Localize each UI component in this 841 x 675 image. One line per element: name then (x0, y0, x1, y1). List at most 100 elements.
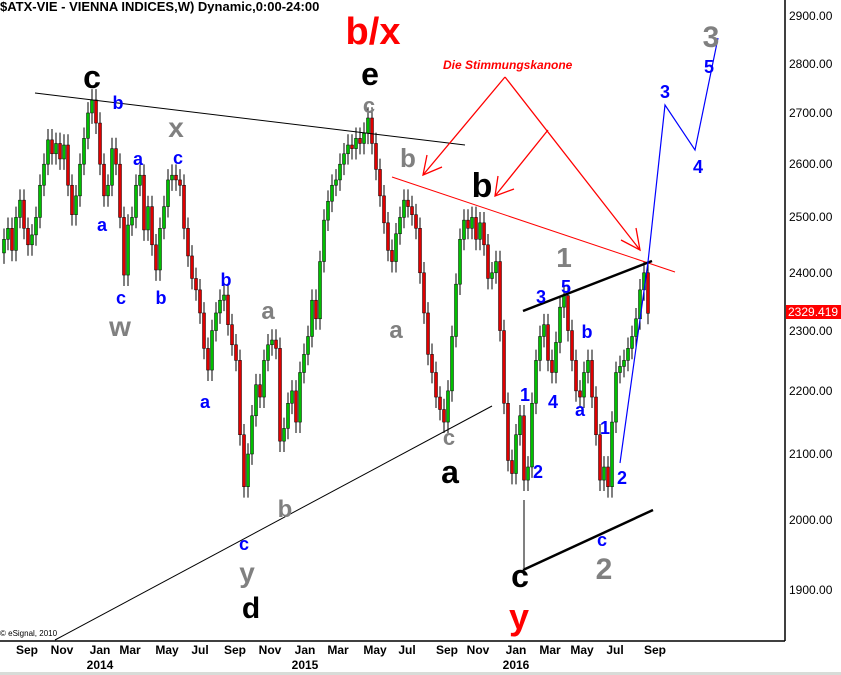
arrow-line (422, 76, 506, 176)
lower-trendline (54, 405, 493, 641)
red-arrows (422, 76, 641, 252)
y-tick-label: 2800.00 (789, 56, 833, 71)
candle (38, 184, 42, 218)
candle (22, 199, 26, 229)
candle (434, 372, 438, 398)
wave-label: a (96, 215, 108, 235)
candle (242, 434, 246, 487)
x-tick-label: Jul (398, 643, 416, 657)
candle (466, 219, 470, 229)
wave-label: 2 (532, 462, 544, 482)
candle (582, 372, 586, 398)
candle (626, 348, 630, 361)
candle (282, 428, 286, 442)
candle (490, 272, 494, 279)
wave-label: c (511, 558, 529, 594)
candle (166, 179, 170, 207)
candle (382, 195, 386, 224)
x-tick-label: Jan (505, 643, 527, 657)
wave-label: a (199, 392, 211, 412)
candle (546, 324, 550, 361)
candle (334, 179, 338, 186)
wave-label: x (168, 112, 184, 143)
channel-lower-line (522, 508, 654, 572)
candle (202, 312, 206, 349)
arrow-head (422, 154, 443, 177)
wave-label: c (596, 530, 608, 550)
candle (270, 339, 274, 346)
arrow-head (494, 175, 515, 197)
candle (74, 195, 78, 215)
chart-title: $ATX-VIE - VIENNA INDICES,W) Dynamic,0:0… (0, 0, 320, 14)
x-tick-label: Sep (643, 643, 667, 657)
candle (498, 261, 502, 331)
candle (486, 244, 490, 279)
candle (286, 403, 290, 429)
candle (630, 336, 634, 349)
x-tick-label: Nov (50, 643, 74, 657)
candle (46, 139, 50, 165)
candle (2, 239, 6, 254)
candle (66, 144, 70, 186)
candle (58, 143, 62, 160)
channel-upper-line (522, 259, 653, 313)
candle (254, 384, 258, 417)
candle (574, 360, 578, 392)
candle (218, 299, 222, 314)
candle (482, 222, 486, 246)
wave-label: b (112, 93, 124, 113)
candles (2, 89, 650, 498)
candle (374, 143, 378, 170)
candle (414, 214, 418, 229)
candle (494, 261, 498, 274)
candle (258, 384, 262, 398)
candle (142, 174, 146, 231)
wave-label: d (241, 592, 261, 625)
y-tick-label: 2700.00 (789, 105, 833, 120)
candle (390, 250, 394, 262)
candle (406, 199, 410, 207)
candle (326, 200, 330, 221)
wave-label: 4 (547, 392, 559, 412)
candle (622, 360, 626, 367)
candle (126, 224, 130, 276)
candle (618, 366, 622, 373)
candle (342, 153, 346, 165)
wave-label: 1 (556, 242, 572, 273)
candle (506, 403, 510, 461)
candle (130, 217, 134, 226)
candle (78, 163, 82, 197)
wave-label: 2 (595, 553, 613, 586)
candle (534, 360, 538, 404)
candle (594, 396, 598, 436)
candle (110, 148, 114, 186)
candle (598, 434, 602, 481)
candle (178, 179, 182, 186)
x-tick-label: Mar (539, 643, 561, 657)
candle (98, 122, 102, 165)
x-year-label: 2015 (291, 658, 319, 672)
candle (446, 390, 450, 423)
candle (590, 360, 594, 398)
candle (10, 228, 14, 251)
y-tick-label: 2000.00 (789, 513, 833, 528)
wave-label: y (508, 596, 530, 637)
x-tick-label: Mar (327, 643, 349, 657)
candle (34, 217, 38, 236)
candle (234, 344, 238, 361)
candle (350, 144, 354, 149)
candle (438, 396, 442, 410)
candle (42, 163, 46, 186)
candle (314, 299, 318, 320)
arrow-line (504, 76, 641, 251)
candle (566, 295, 570, 331)
last-price-marker: 2329.419 (786, 305, 841, 319)
wave-label: 1 (599, 418, 611, 438)
red-resistance-line (391, 176, 676, 273)
candle (338, 163, 342, 181)
candle (54, 143, 58, 155)
upper-trendline (34, 92, 466, 146)
candle (474, 217, 478, 240)
candle (530, 403, 534, 468)
candle (394, 233, 398, 262)
